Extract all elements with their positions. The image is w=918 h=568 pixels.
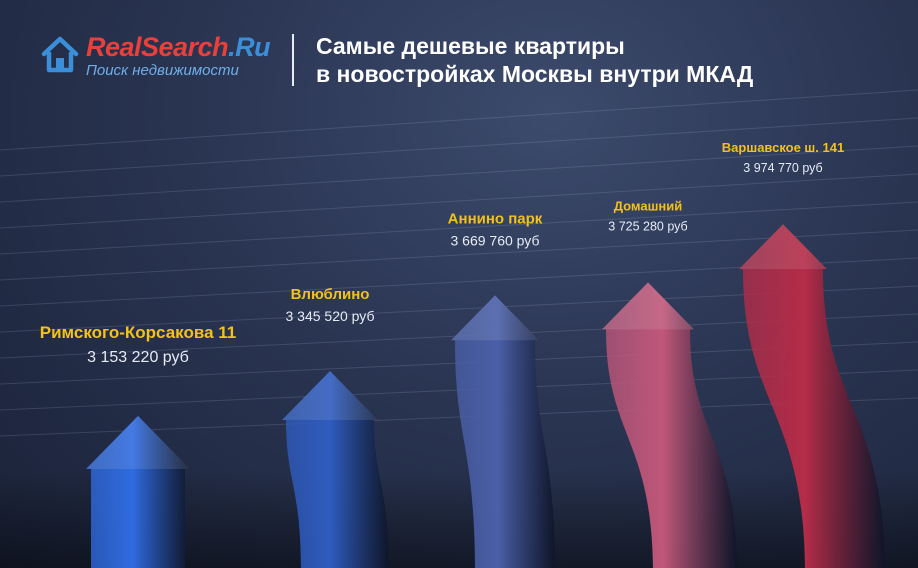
brand-name-part1: RealSearch bbox=[86, 32, 229, 62]
grid-line bbox=[0, 201, 918, 255]
category-label-3: Аннино парк bbox=[448, 210, 543, 227]
category-label-5: Варшавское ш. 141 bbox=[722, 140, 844, 155]
logo[interactable]: RealSearch.Ru Поиск недвижимости bbox=[40, 32, 280, 82]
bar-arrow-5 bbox=[739, 224, 885, 568]
page-title: Самые дешевые квартиры в новостройках Мо… bbox=[316, 32, 876, 88]
grid-line bbox=[0, 397, 918, 437]
grid-line bbox=[0, 117, 918, 177]
value-label-2: 3 345 520 руб bbox=[286, 308, 375, 324]
bar-arrow-4 bbox=[602, 282, 737, 568]
category-label-1: Римского-Корсакова 11 bbox=[40, 323, 236, 342]
bar-arrow-highlight-5 bbox=[739, 224, 827, 270]
value-label-5: 3 974 770 руб bbox=[743, 161, 822, 175]
bar-arrow-highlight-3 bbox=[451, 295, 539, 341]
brand-tagline: Поиск недвижимости bbox=[86, 62, 239, 79]
grid-line bbox=[0, 229, 918, 281]
value-label-3: 3 669 760 руб bbox=[451, 232, 540, 248]
brand-name-part2: .Ru bbox=[228, 32, 271, 62]
grid-line bbox=[0, 145, 918, 203]
grid-line bbox=[0, 89, 918, 151]
chart-marks bbox=[86, 224, 885, 568]
house-icon bbox=[41, 36, 79, 73]
bar-arrow-1 bbox=[86, 415, 190, 568]
brand-name: RealSearch.Ru bbox=[86, 32, 271, 63]
bar-arrow-highlight-4 bbox=[602, 282, 694, 330]
value-label-1: 3 153 220 руб bbox=[87, 349, 189, 366]
chart-labels: Римского-Корсакова 11 3 153 220 руб Влюбли… bbox=[40, 140, 844, 366]
bar-arrow-highlight-2 bbox=[282, 371, 378, 421]
bar-arrow-highlight-1 bbox=[86, 415, 190, 469]
bar-arrow-2 bbox=[282, 371, 389, 568]
category-label-2: Влюблино bbox=[291, 286, 370, 303]
category-label-4: Домашний bbox=[614, 198, 683, 213]
header: RealSearch.Ru Поиск недвижимости Самые д… bbox=[0, 0, 918, 100]
grid-line bbox=[0, 173, 918, 229]
page-title-line-1: Самые дешевые квартиры bbox=[316, 33, 625, 59]
page-title-line-2: в новостройках Москвы внутри МКАД bbox=[316, 61, 754, 87]
bar-arrow-3 bbox=[451, 295, 555, 568]
header-divider bbox=[292, 34, 294, 86]
value-label-4: 3 725 280 руб bbox=[608, 219, 687, 233]
